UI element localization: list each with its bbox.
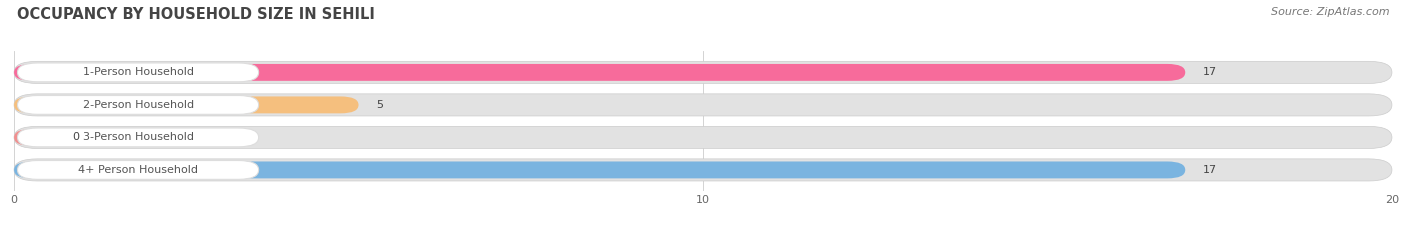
FancyBboxPatch shape — [14, 159, 1392, 181]
FancyBboxPatch shape — [14, 64, 1185, 81]
FancyBboxPatch shape — [17, 161, 259, 179]
Text: 0: 0 — [73, 132, 80, 142]
Text: Source: ZipAtlas.com: Source: ZipAtlas.com — [1271, 7, 1389, 17]
FancyBboxPatch shape — [17, 96, 259, 114]
FancyBboxPatch shape — [14, 61, 1392, 83]
FancyBboxPatch shape — [14, 94, 1392, 116]
FancyBboxPatch shape — [17, 63, 259, 82]
Text: 1-Person Household: 1-Person Household — [83, 67, 194, 77]
FancyBboxPatch shape — [17, 128, 259, 147]
Text: 4+ Person Household: 4+ Person Household — [79, 165, 198, 175]
FancyBboxPatch shape — [14, 129, 55, 146]
Text: 5: 5 — [375, 100, 382, 110]
Text: 17: 17 — [1202, 67, 1216, 77]
Text: 2-Person Household: 2-Person Household — [83, 100, 194, 110]
Text: 3-Person Household: 3-Person Household — [83, 132, 194, 142]
FancyBboxPatch shape — [14, 126, 1392, 148]
FancyBboxPatch shape — [14, 96, 359, 113]
FancyBboxPatch shape — [14, 161, 1185, 178]
Text: OCCUPANCY BY HOUSEHOLD SIZE IN SEHILI: OCCUPANCY BY HOUSEHOLD SIZE IN SEHILI — [17, 7, 375, 22]
Text: 17: 17 — [1202, 165, 1216, 175]
